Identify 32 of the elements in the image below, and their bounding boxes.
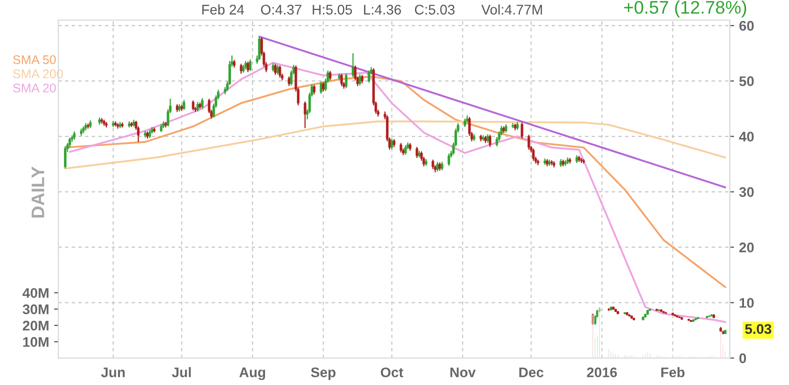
x-tick-label: Oct [380,367,404,378]
x-tick-label: Feb [661,367,685,378]
x-tick-label: Aug [239,368,266,380]
text: L:4.36 [364,4,401,15]
y2-tick-label: 20M [22,320,48,331]
y-tick-label: 0 [739,353,746,364]
y-tick-label: 30 [739,187,754,197]
text: +0.57 (12.78%) [624,0,746,18]
y2-tick-label: 10M [23,337,48,347]
text: Feb 24 [202,4,244,15]
y-tick-label: 60 [739,20,754,31]
text: O:4.37 [261,4,302,15]
x-tick-label: Jun [101,368,125,378]
y-tick-label: 40 [739,132,754,142]
text: DAILY [32,166,44,218]
x-tick-label: Jul [172,367,191,378]
y-tick-label: 50 [739,76,754,86]
text: C:5.03 [414,4,455,15]
y-tick-label: 20 [739,242,754,252]
x-tick-label: Sep [310,367,336,380]
text: H:5.05 [312,4,352,15]
text: SMA 20 [13,84,56,92]
x-tick-label: Nov [450,368,476,378]
y2-tick-label: 30M [22,304,48,314]
text: SMA 50 [13,55,56,64]
y-tick-label: 10 [740,298,754,308]
text: SMA 200 [13,69,63,78]
y2-tick-label: 40M [22,288,48,298]
annotation: 5.03 [745,324,772,334]
x-tick-label: 2016 [586,367,617,378]
x-tick-label: Dec [519,368,544,378]
text: Vol:4.77M [481,4,542,15]
